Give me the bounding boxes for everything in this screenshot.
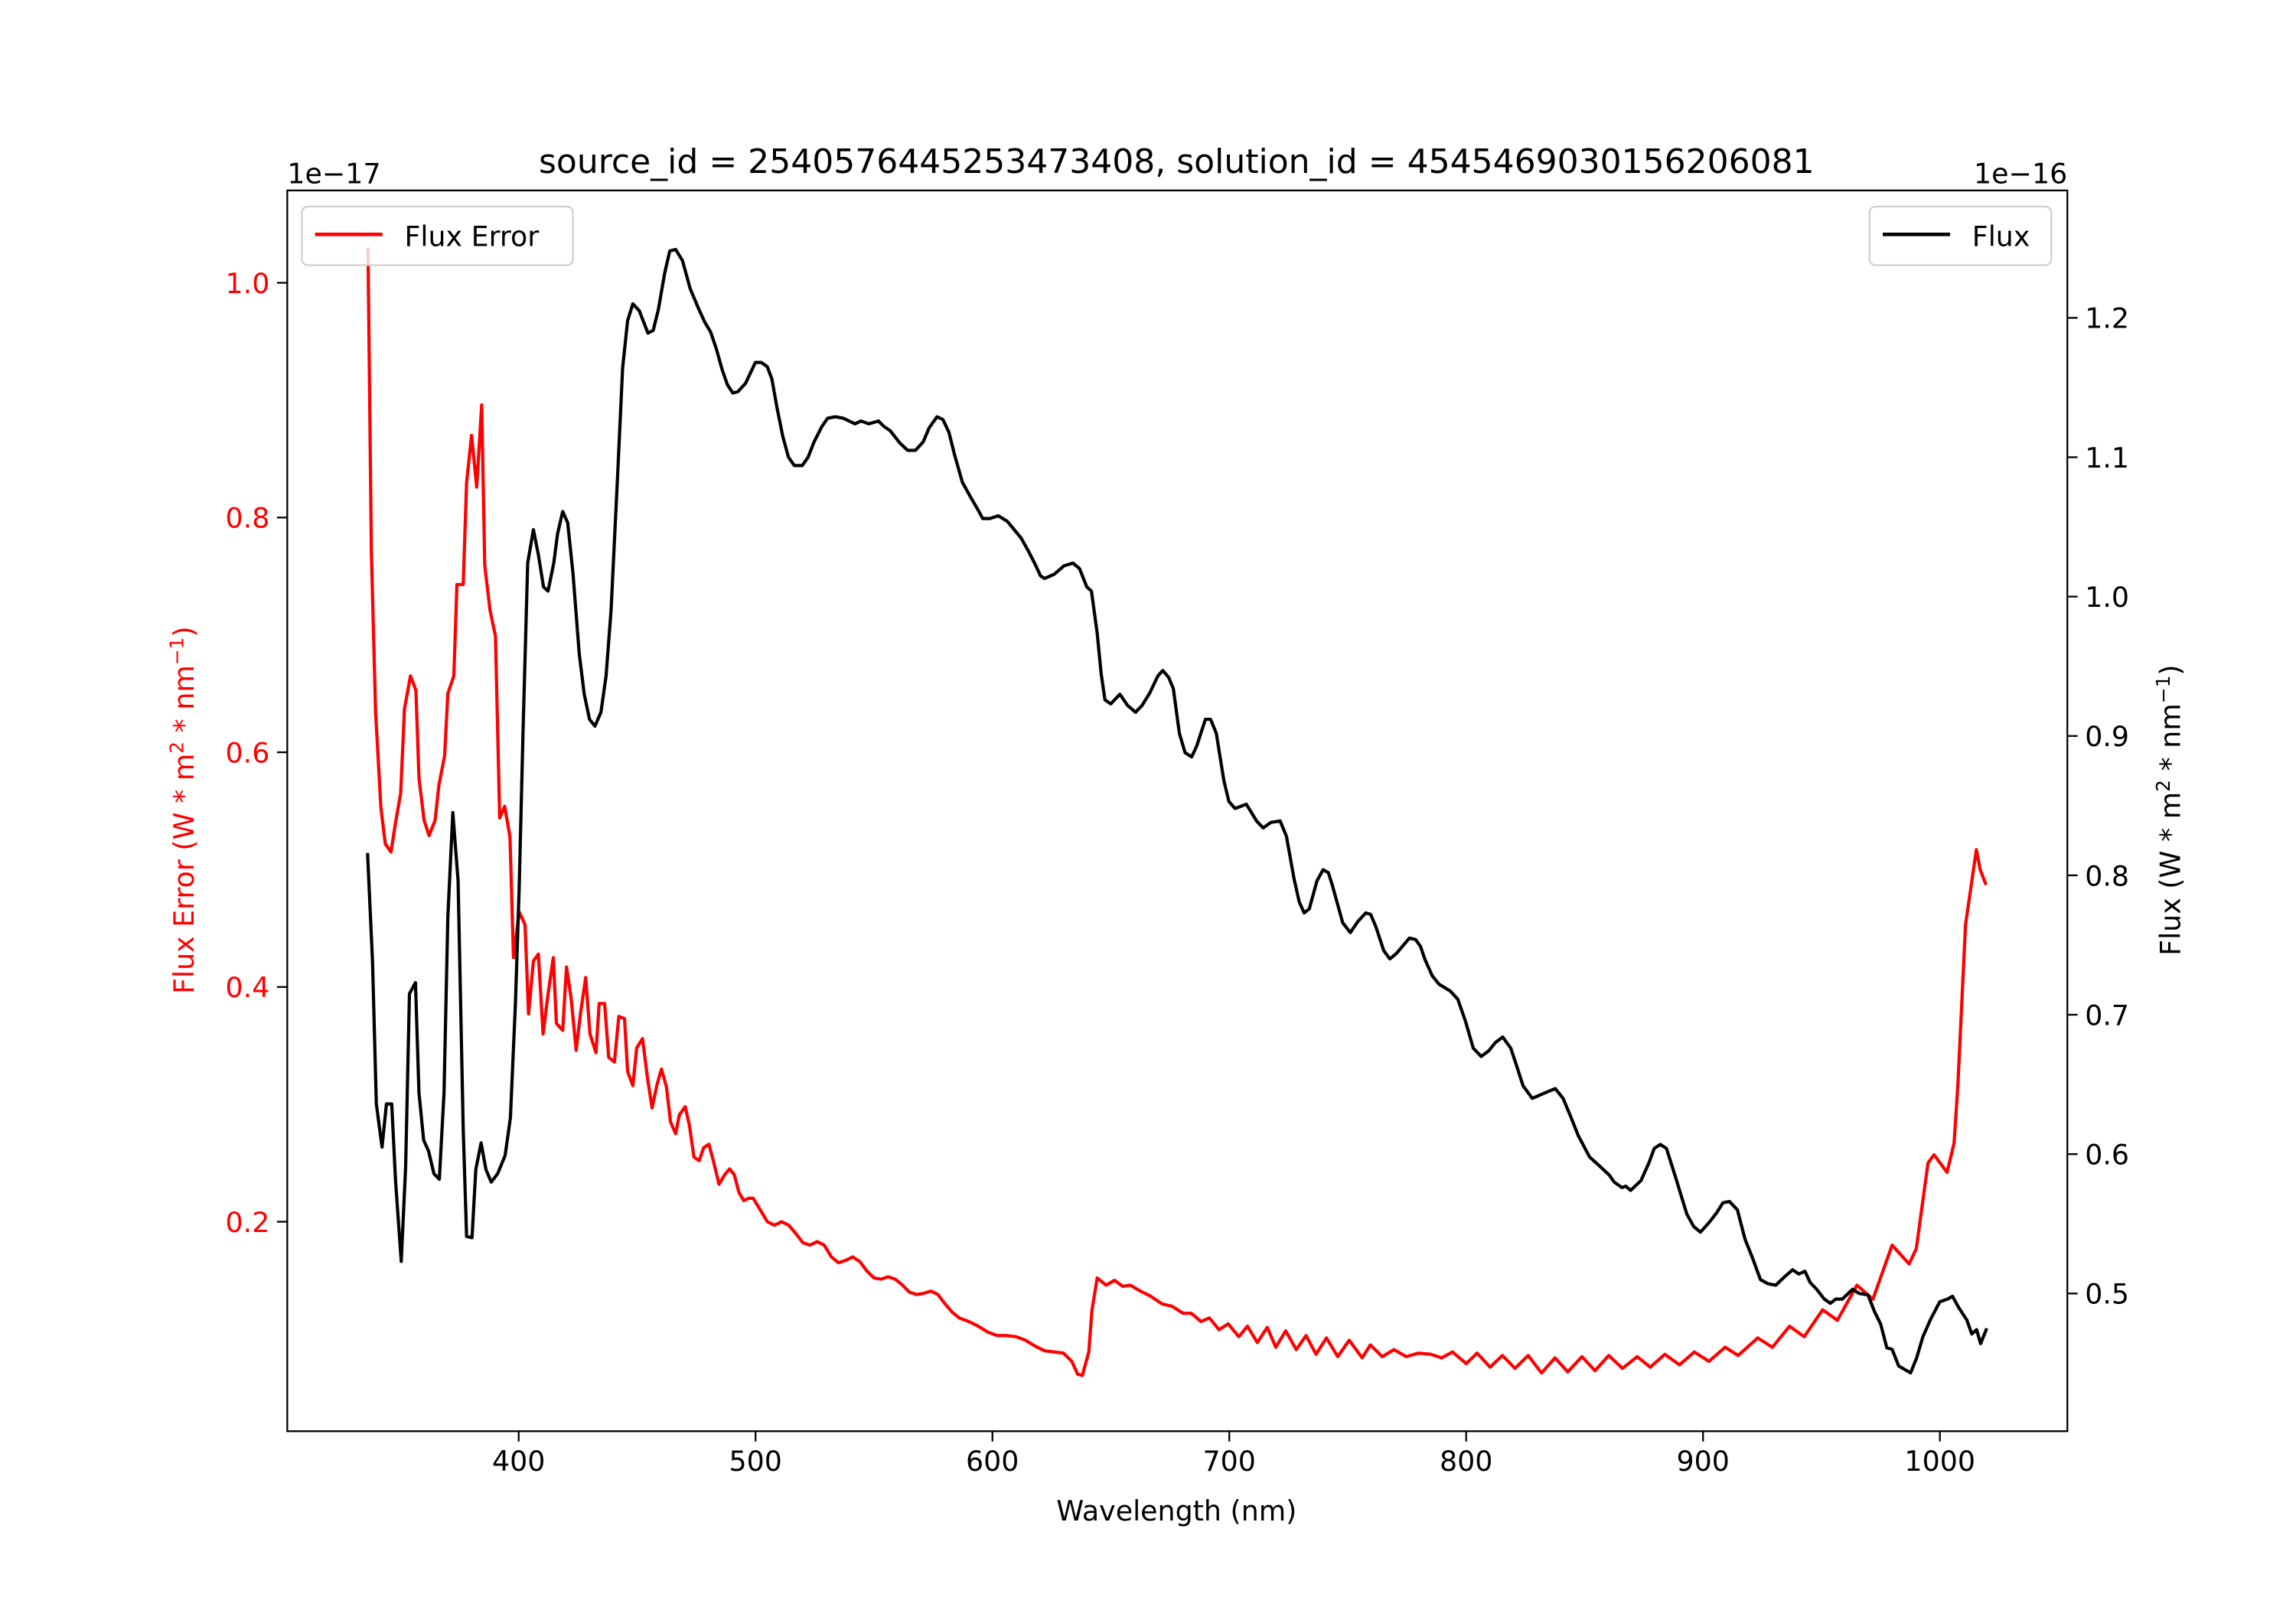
- legend-label-flux: Flux: [1972, 220, 2030, 253]
- ticks-layer: 400 500 600 700 800 900 1000 0.2 0.4 0.6 0.8 1.0 0.5…: [226, 267, 2129, 1478]
- left-axis-offset: 1e−17: [287, 157, 380, 190]
- right-ylabel-sup: −1: [2152, 676, 2174, 704]
- right-y-tick-label: 0.7: [2085, 999, 2129, 1032]
- right-y-axis-label: Flux (W * m2 * nm−1): [2152, 664, 2187, 955]
- right-y-tick-label: 1.0: [2085, 581, 2129, 614]
- left-y-tick-label: 0.4: [226, 971, 270, 1004]
- right-y-tick-label: 1.2: [2085, 302, 2129, 335]
- series-line-flux-error: [366, 247, 1988, 1377]
- legend-flux-error: Flux Error: [301, 205, 574, 266]
- legend-box: [1868, 205, 2053, 266]
- left-ylabel-part: Flux Error (W * m: [168, 754, 201, 994]
- left-y-tick-label: 0.8: [226, 502, 270, 535]
- x-tick-label: 1000: [1904, 1445, 1975, 1478]
- right-y-tick-label: 0.9: [2085, 720, 2129, 753]
- series-layer: [366, 247, 1988, 1377]
- series-line-flux: [366, 247, 1988, 1375]
- right-y-tick-label: 0.5: [2085, 1278, 2129, 1311]
- x-tick-label: 800: [1440, 1445, 1492, 1478]
- left-ylabel-sup: −1: [165, 637, 188, 665]
- x-tick-label: 700: [1203, 1445, 1256, 1478]
- right-ylabel-part: ): [2154, 664, 2187, 675]
- x-tick-label: 600: [966, 1445, 1019, 1478]
- right-ylabel-part: Flux (W * m: [2154, 792, 2187, 956]
- legend-box: [301, 205, 574, 266]
- left-y-tick-label: 0.2: [226, 1206, 270, 1239]
- left-y-axis-label: Flux Error (W * m2 * nm−1): [165, 626, 200, 994]
- x-tick-label: 500: [729, 1445, 782, 1478]
- left-ylabel-sup: 2: [165, 742, 188, 754]
- x-axis-label: Wavelength (nm): [1056, 1495, 1296, 1527]
- right-ylabel-part: * nm: [2154, 703, 2187, 780]
- x-tick-label: 900: [1677, 1445, 1730, 1478]
- right-y-tick-label: 0.6: [2085, 1139, 2129, 1172]
- right-axis-offset: 1e−16: [1974, 157, 2067, 190]
- legend-flux: Flux: [1868, 205, 2053, 266]
- plot-frame: [286, 189, 2069, 1433]
- right-ylabel-sup: 2: [2152, 780, 2174, 792]
- left-y-tick-label: 1.0: [226, 267, 270, 300]
- left-ylabel-part: * nm: [168, 665, 201, 742]
- right-y-tick-label: 1.1: [2085, 442, 2129, 474]
- left-ylabel-part: ): [168, 626, 201, 637]
- x-tick-label: 400: [492, 1445, 545, 1478]
- right-y-tick-label: 0.8: [2085, 859, 2129, 892]
- left-y-tick-label: 0.6: [226, 736, 270, 769]
- legend-label-flux-error: Flux Error: [404, 220, 539, 253]
- chart-title: source_id = 2540576445253473408, solutio…: [539, 142, 1815, 181]
